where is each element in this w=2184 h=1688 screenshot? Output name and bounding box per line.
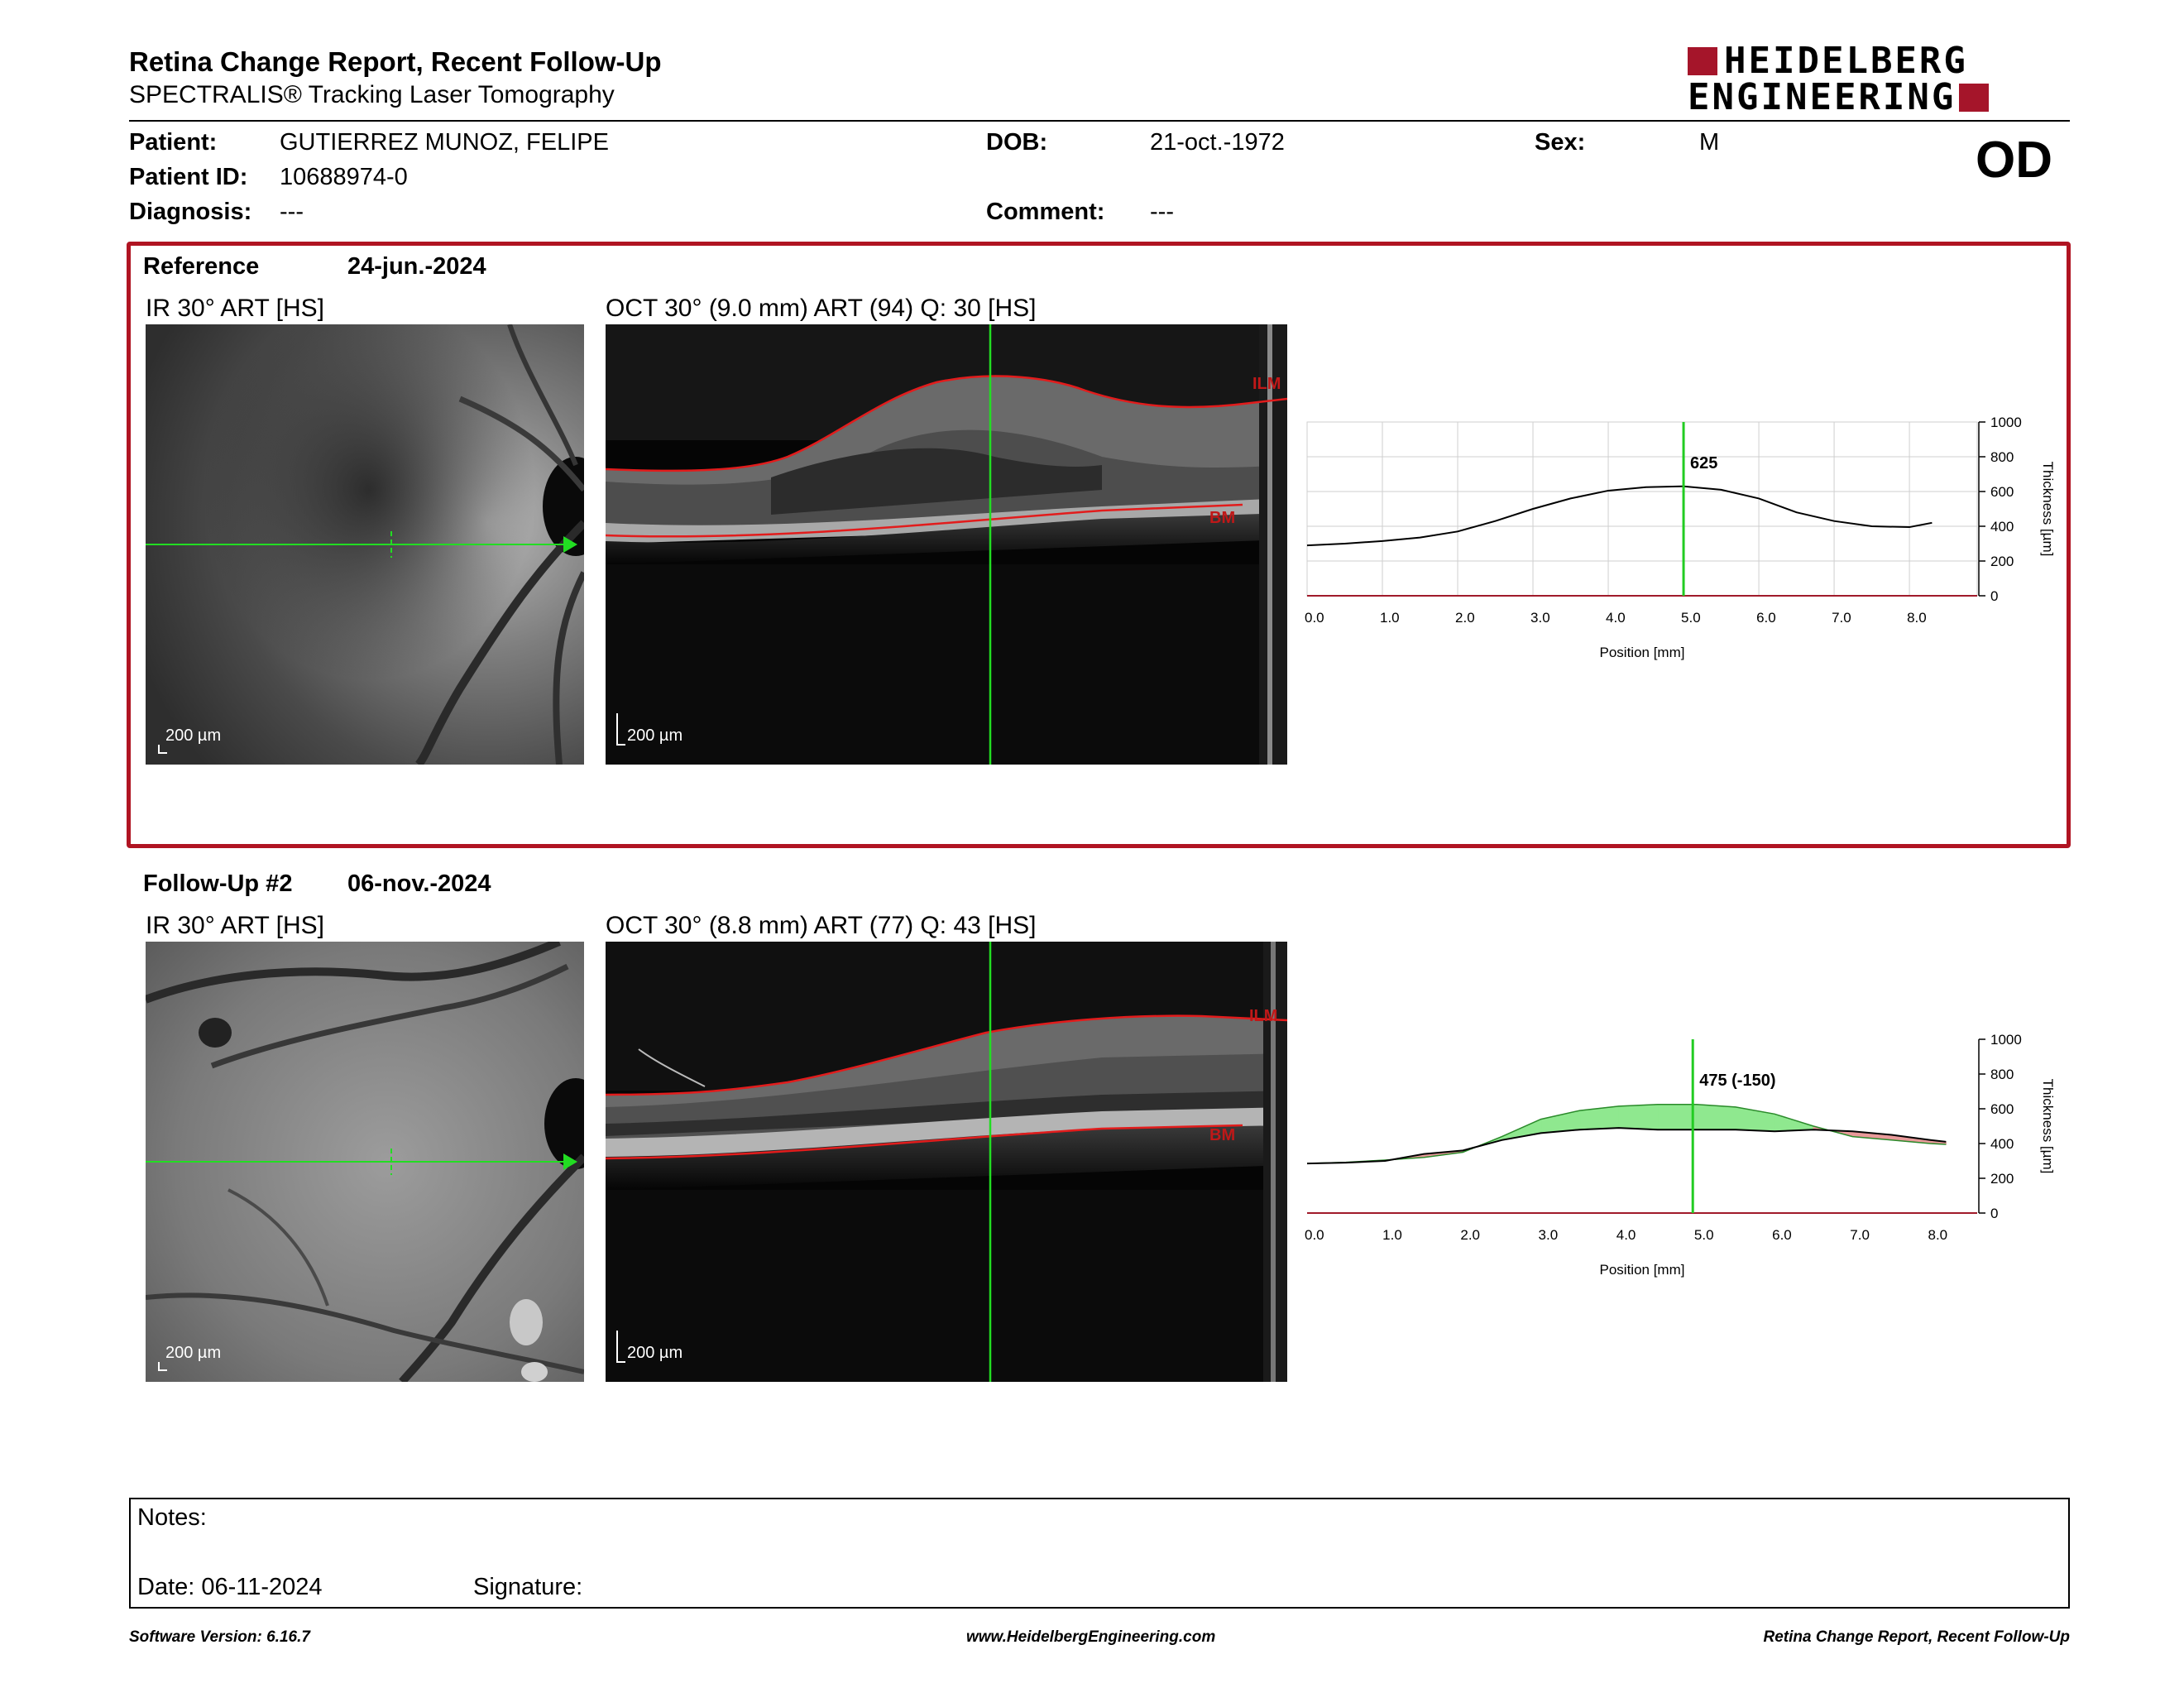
reference-chart-y-tick-label: 1000 xyxy=(1990,415,2022,430)
comment-value: --- xyxy=(1150,199,1174,225)
comment-label: Comment: xyxy=(986,199,1105,225)
reference-chart-y-tick-label: 400 xyxy=(1990,519,2014,535)
followup-ir-caption: IR 30° ART [HS] xyxy=(146,912,324,939)
followup-chart-y-tick-label: 0 xyxy=(1990,1206,1998,1221)
followup-chart-x-tick-label: 5.0 xyxy=(1694,1227,1714,1243)
followup-chart-y-tick-label: 200 xyxy=(1990,1171,2014,1187)
followup-chart-thickness-line xyxy=(1306,1127,1947,1165)
followup-chart-increase-area xyxy=(1618,1104,1659,1130)
reference-label: Reference xyxy=(143,253,260,280)
reference-chart-y-tick-label: 0 xyxy=(1990,588,1998,604)
followup-date: 06-nov.-2024 xyxy=(347,870,491,897)
followup-chart-y-tick-label: 800 xyxy=(1990,1067,2014,1082)
followup-chart-increase-area xyxy=(1774,1113,1814,1132)
followup-chart-y-tick-label: 1000 xyxy=(1990,1032,2022,1048)
report-subtitle: SPECTRALIS® Tracking Laser Tomography xyxy=(129,81,615,108)
reference-chart-y-tick-label: 800 xyxy=(1990,449,2014,465)
reference-date: 24-jun.-2024 xyxy=(347,253,486,280)
followup-thickness-chart: 0 200 400 600 800 1000 0.0 1.0 2.0 3.0 4.0 5.0 6.0 7.… xyxy=(1305,1032,2056,1278)
reference-bm-label: BM xyxy=(1209,509,1235,527)
followup-chart-x-axis-label: Position [mm] xyxy=(1600,1262,1685,1278)
reference-chart-x-tick-label: 6.0 xyxy=(1756,610,1776,626)
reference-chart-y-tick-label: 200 xyxy=(1990,554,2014,569)
followup-chart-followup-line xyxy=(1306,1104,1947,1164)
logo-line-1: HEIDELBERG xyxy=(1724,40,1968,82)
reference-chart-grid xyxy=(1307,421,1977,597)
footer-software-version: Software Version: 6.16.7 xyxy=(129,1628,310,1646)
reference-oct-caption: OCT 30° (9.0 mm) ART (94) Q: 30 [HS] xyxy=(606,295,1037,322)
followup-oct-scale: 200 µm xyxy=(627,1344,683,1362)
reference-chart-x-tick-label: 8.0 xyxy=(1907,610,1927,626)
followup-chart-increase-area xyxy=(1657,1104,1698,1130)
followup-chart-x-tick-label: 6.0 xyxy=(1772,1227,1792,1243)
dob-value: 21-oct.-1972 xyxy=(1150,129,1285,156)
reference-chart-plot-area xyxy=(1306,421,1978,597)
patient-label: Patient: xyxy=(129,129,218,156)
signature-label: Signature: xyxy=(473,1574,583,1600)
reference-ir-scale: 200 µm xyxy=(165,727,222,745)
followup-ilm-label: ILM xyxy=(1249,1007,1277,1025)
followup-ir-scale: 200 µm xyxy=(165,1344,222,1362)
dob-label: DOB: xyxy=(986,129,1048,156)
followup-chart-x-tick-label: 8.0 xyxy=(1928,1227,1947,1243)
followup-chart-y-tick-label: 600 xyxy=(1990,1101,2014,1117)
followup-chart-increase-area xyxy=(1696,1104,1736,1130)
patient-id-label: Patient ID: xyxy=(129,164,248,190)
followup-chart-cursor-value: 475 (-150) xyxy=(1699,1072,1775,1090)
reference-chart-x-tick-label: 4.0 xyxy=(1606,610,1626,626)
footer-report-name: Retina Change Report, Recent Follow-Up xyxy=(1763,1628,2070,1646)
logo-square-icon xyxy=(1959,84,1990,112)
reference-chart-x-tick-label: 0.0 xyxy=(1305,610,1324,626)
followup-chart-x-tick-label: 1.0 xyxy=(1382,1227,1402,1243)
reference-chart-x-tick-label: 5.0 xyxy=(1681,610,1701,626)
patient-name: GUTIERREZ MUNOZ, FELIPE xyxy=(280,129,609,156)
followup-chart-y-axis-label: Thickness [µm] xyxy=(2040,1079,2056,1174)
reference-ir-image[interactable]: 200 µm xyxy=(146,324,584,765)
followup-label: Follow-Up #2 xyxy=(143,870,293,897)
header-divider xyxy=(129,120,2070,122)
reference-ilm-label: ILM xyxy=(1252,375,1281,393)
reference-chart-x-tick-label: 2.0 xyxy=(1455,610,1475,626)
followup-chart-y-tick-label: 400 xyxy=(1990,1136,2014,1152)
followup-chart-x-tick-label: 3.0 xyxy=(1539,1227,1559,1243)
eye-indicator: OD xyxy=(1976,132,2052,189)
followup-chart-x-tick-label: 4.0 xyxy=(1616,1227,1636,1243)
diagnosis-value: --- xyxy=(280,199,304,225)
sex-label: Sex: xyxy=(1535,129,1586,156)
diagnosis-label: Diagnosis: xyxy=(129,199,252,225)
notes-date: Date: 06-11-2024 xyxy=(137,1574,323,1600)
reference-chart-y-axis-label: Thickness [µm] xyxy=(2040,462,2056,557)
reference-chart-x-tick-label: 1.0 xyxy=(1380,610,1400,626)
reference-chart-x-tick-label: 3.0 xyxy=(1530,610,1550,626)
reference-chart-x-axis-label: Position [mm] xyxy=(1600,645,1685,660)
heidelberg-logo: HEIDELBERG ENGINEERING xyxy=(1688,43,2070,117)
reference-oct-scale: 200 µm xyxy=(627,727,683,745)
sex-value: M xyxy=(1699,129,1720,156)
logo-line-2: ENGINEERING xyxy=(1688,76,1956,118)
logo-square-icon xyxy=(1688,47,1717,75)
followup-oct-caption: OCT 30° (8.8 mm) ART (77) Q: 43 [HS] xyxy=(606,912,1037,939)
followup-bm-label: BM xyxy=(1209,1126,1235,1144)
reference-ir-caption: IR 30° ART [HS] xyxy=(146,295,324,322)
patient-id: 10688974-0 xyxy=(280,164,408,190)
footer-website[interactable]: www.HeidelbergEngineering.com xyxy=(966,1628,1216,1646)
reference-thickness-chart: 0 200 400 600 800 1000 0.0 1.0 2.0 3.0 4.0 5.0 6.0 7.… xyxy=(1305,415,2056,660)
followup-oct-image[interactable]: ILM BM 200 µm xyxy=(606,942,1287,1382)
reference-chart-thickness-line xyxy=(1306,485,1933,547)
reference-chart-y-tick-label: 600 xyxy=(1990,484,2014,500)
report-title: Retina Change Report, Recent Follow-Up xyxy=(129,46,662,77)
followup-ir-image[interactable]: 200 µm xyxy=(146,942,584,1382)
notes-box[interactable]: Notes: Date: 06-11-2024 Signature: xyxy=(129,1498,2070,1609)
reference-chart-x-tick-label: 7.0 xyxy=(1832,610,1851,626)
reference-panel xyxy=(127,242,2071,848)
followup-chart-x-tick-label: 7.0 xyxy=(1850,1227,1870,1243)
reference-oct-image[interactable]: ILM BM 200 µm xyxy=(606,324,1287,765)
followup-chart-x-tick-label: 0.0 xyxy=(1305,1227,1324,1243)
followup-chart-x-tick-label: 2.0 xyxy=(1460,1227,1480,1243)
reference-chart-cursor-value: 625 xyxy=(1690,454,1717,472)
notes-label: Notes: xyxy=(137,1504,207,1531)
